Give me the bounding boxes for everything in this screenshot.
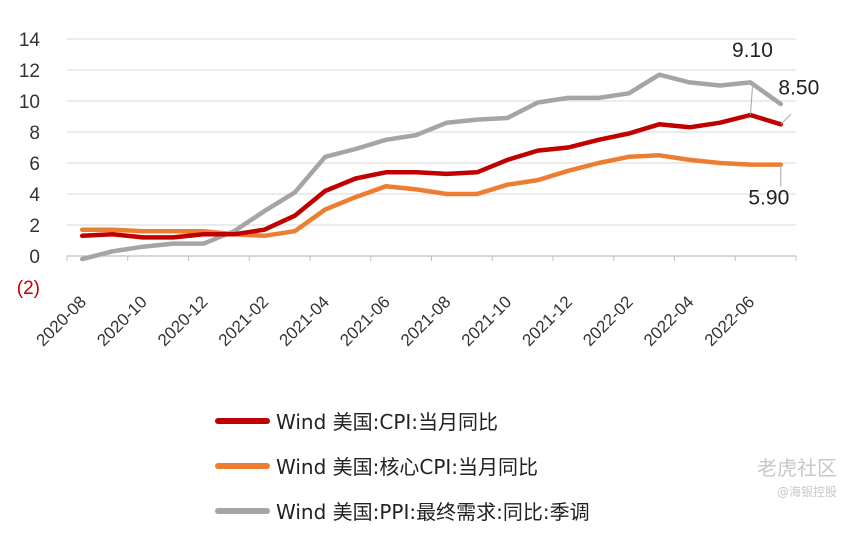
x-tick-label: 2021-06 — [336, 292, 394, 350]
data-label-leader — [749, 86, 753, 115]
series-lines — [79, 72, 784, 262]
legend-item-core-cpi[interactable]: Wind 美国:核心CPI:当月同比 — [215, 443, 590, 488]
series-line-0 — [79, 112, 784, 240]
x-tick-label: 2022-06 — [701, 292, 759, 350]
legend-swatch-core-cpi — [215, 462, 270, 469]
legend-label-ppi: Wind 美国:PPI:最终需求:同比:季调 — [276, 500, 590, 524]
x-tick-label: 2021-12 — [518, 292, 576, 350]
x-axis-ticks: 2020-08 2020-10 2020-12 2021-02 2021-04 2021-… — [32, 292, 758, 350]
legend-swatch-ppi — [215, 507, 270, 514]
watermark: 老虎社区 @海银控股 — [757, 452, 837, 500]
y-axis-ticks: (2) 0 2 4 6 8 10 12 14 — [17, 30, 41, 299]
x-tick-label: 2022-02 — [579, 292, 637, 350]
legend-item-cpi[interactable]: Wind 美国:CPI:当月同比 — [215, 398, 590, 443]
watermark-handle: @海银控股 — [776, 485, 837, 499]
y-tick-label: 12 — [19, 61, 40, 82]
y-tick-label: 6 — [29, 154, 40, 175]
watermark-logo: 老虎社区 — [757, 456, 837, 480]
legend-item-ppi[interactable]: Wind 美国:PPI:最终需求:同比:季调 — [215, 488, 590, 533]
legend-label-core-cpi: Wind 美国:核心CPI:当月同比 — [276, 455, 539, 479]
y-tick-label: 8 — [29, 123, 40, 144]
x-axis — [66, 255, 797, 261]
x-tick-label: 2021-08 — [397, 292, 455, 350]
y-tick-label: 10 — [19, 92, 40, 113]
y-tick-label: 4 — [29, 185, 40, 206]
series-line-2 — [79, 72, 784, 262]
x-tick-label: 2020-10 — [93, 292, 151, 350]
data-label: 8.50 — [778, 76, 819, 99]
y-tick-label: 2 — [29, 216, 40, 237]
x-tick-label: 2021-02 — [215, 292, 273, 350]
x-tick-label: 2020-12 — [154, 292, 212, 350]
legend-swatch-cpi — [215, 417, 270, 424]
y-tick-label: 0 — [29, 247, 40, 268]
gridlines — [67, 38, 796, 226]
series-line-1 — [79, 153, 784, 239]
data-label-leader — [780, 113, 792, 125]
data-label: 9.10 — [732, 39, 773, 62]
x-tick-label: 2022-04 — [640, 292, 698, 350]
x-tick-label: 2020-08 — [32, 292, 90, 350]
x-tick-label: 2021-10 — [458, 292, 516, 350]
legend: Wind 美国:CPI:当月同比 Wind 美国:核心CPI:当月同比 Wind… — [215, 398, 590, 533]
y-tick-label: 14 — [19, 30, 41, 51]
data-label: 5.90 — [748, 187, 789, 210]
legend-label-cpi: Wind 美国:CPI:当月同比 — [276, 410, 499, 434]
x-tick-label: 2021-04 — [275, 292, 333, 350]
y-tick-label: (2) — [17, 278, 40, 299]
data-labels: 9.108.50 5.90 — [732, 39, 819, 210]
